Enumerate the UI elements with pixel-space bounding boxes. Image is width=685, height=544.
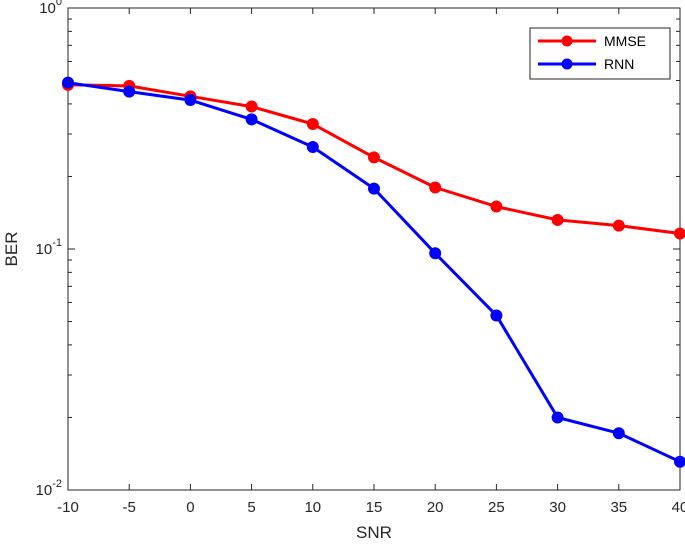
x-tick-label: 5 — [247, 499, 255, 516]
x-tick-label: -10 — [57, 499, 79, 516]
rnn-point — [123, 85, 136, 98]
y-tick-exponent: -2 — [52, 478, 62, 490]
rnn-point — [368, 182, 380, 195]
mmse-point — [368, 151, 380, 164]
x-tick-label: 20 — [427, 499, 444, 516]
legend-marker-mmse — [561, 35, 573, 47]
x-tick-label: 25 — [488, 499, 505, 516]
x-tick-label: 35 — [610, 499, 627, 516]
rnn-point — [429, 247, 442, 260]
rnn-point — [306, 140, 319, 153]
rnn-point — [612, 427, 625, 440]
legend-items: MMSE RNN — [538, 33, 646, 72]
y-tick-base: 10 — [36, 482, 53, 499]
x-tick-label: 10 — [304, 499, 321, 516]
mmse-point — [429, 181, 442, 194]
y-tick-exponent: 0 — [56, 0, 62, 8]
legend-label-rnn: RNN — [604, 56, 634, 72]
x-axis-title: SNR — [356, 523, 392, 542]
rnn-point — [245, 113, 258, 126]
y-tick-label: 100 — [39, 0, 62, 17]
legend-label-mmse: MMSE — [604, 33, 646, 49]
y-tick-exponent: -1 — [52, 237, 62, 249]
x-tick-label: 40 — [672, 499, 685, 516]
plot-area — [67, 7, 681, 491]
mmse-point — [612, 219, 625, 232]
mmse-point — [306, 118, 319, 131]
rnn-point — [490, 309, 503, 322]
x-tick-label: 30 — [549, 499, 566, 516]
x-tick-label: 0 — [186, 499, 194, 516]
series-layer — [62, 76, 685, 468]
y-tick-label: 10-1 — [36, 237, 62, 258]
rnn-point — [184, 94, 197, 107]
x-tick-label: 15 — [366, 499, 383, 516]
x-tick-label: -5 — [123, 499, 136, 516]
mmse-point — [245, 100, 258, 113]
rnn-point — [674, 455, 685, 468]
y-tick-base: 10 — [39, 0, 56, 17]
legend-marker-rnn — [561, 58, 573, 70]
y-tick-label: 10-2 — [36, 478, 62, 499]
y-tick-base: 10 — [36, 241, 53, 258]
legend-box — [529, 27, 671, 80]
y-axis-title: BER — [2, 232, 21, 267]
mmse-point — [674, 227, 685, 240]
mmse-point — [490, 200, 503, 213]
rnn-point — [62, 76, 74, 89]
legend: MMSE RNN — [529, 27, 671, 80]
rnn-point — [551, 411, 564, 424]
mmse-point — [551, 213, 564, 226]
